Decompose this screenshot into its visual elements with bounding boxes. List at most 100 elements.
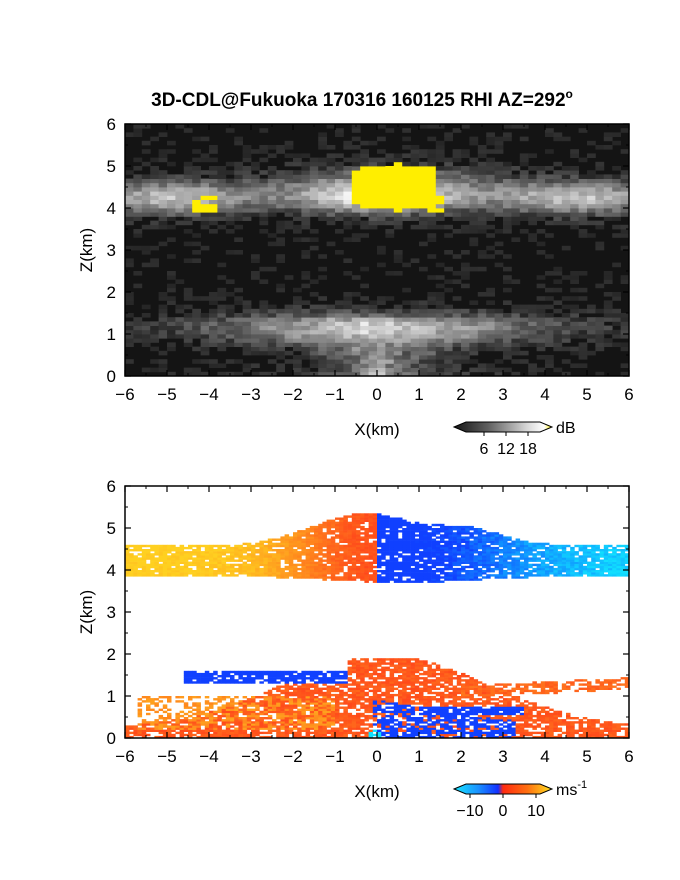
velocity-cell	[356, 672, 361, 676]
velocity-cell	[372, 578, 378, 581]
reflectivity-cell	[519, 359, 529, 364]
velocity-cell	[192, 702, 197, 705]
reflectivity-cell	[175, 279, 185, 284]
velocity-cell	[406, 534, 411, 537]
reflectivity-cell	[200, 212, 210, 217]
reflectivity-cell	[536, 308, 546, 314]
reflectivity-cell	[570, 191, 579, 196]
velocity-cell	[381, 672, 386, 676]
velocity-cell	[251, 551, 256, 554]
reflectivity-cell	[335, 250, 344, 255]
reflectivity-cell	[419, 161, 428, 167]
velocity-cell	[213, 574, 218, 577]
velocity-cell	[196, 546, 201, 550]
velocity-cell	[305, 538, 311, 541]
reflectivity-cell	[343, 359, 353, 364]
reflectivity-cell	[419, 174, 428, 179]
velocity-cell	[251, 549, 256, 552]
reflectivity-cell	[326, 350, 336, 356]
reflectivity-cell	[183, 334, 193, 339]
reflectivity-cell	[545, 321, 554, 326]
velocity-cell	[339, 559, 344, 562]
reflectivity-cell	[469, 199, 479, 205]
reflectivity-cell	[519, 342, 529, 347]
reflectivity-cell	[326, 212, 336, 217]
velocity-cell	[280, 557, 285, 560]
velocity-cell	[137, 570, 143, 573]
reflectivity-cell	[158, 321, 168, 326]
reflectivity-cell	[158, 329, 168, 335]
velocity-cell	[339, 570, 344, 573]
velocity-cell	[372, 729, 378, 732]
velocity-cell	[158, 570, 164, 573]
velocity-cell	[305, 733, 311, 737]
reflectivity-cell	[284, 208, 294, 213]
velocity-cell	[364, 546, 369, 550]
reflectivity-cell	[141, 334, 151, 339]
reflectivity-cell	[209, 342, 218, 347]
reflectivity-cell	[477, 220, 487, 226]
reflectivity-cell	[318, 195, 327, 200]
reflectivity-cell	[183, 161, 193, 167]
velocity-cell	[175, 572, 180, 575]
reflectivity-cell	[553, 208, 563, 213]
velocity-cell	[368, 702, 374, 705]
velocity-cell	[309, 551, 315, 554]
reflectivity-cell	[385, 317, 395, 322]
reflectivity-cell	[528, 317, 537, 322]
velocity-cell	[314, 555, 319, 558]
velocity-cell	[179, 714, 185, 718]
velocity-cell	[318, 725, 323, 728]
velocity-cell	[393, 540, 399, 543]
velocity-cell	[343, 517, 348, 520]
velocity-cell	[284, 538, 290, 541]
reflectivity-cell	[276, 346, 285, 352]
reflectivity-cell	[326, 241, 336, 247]
velocity-cell	[406, 683, 411, 686]
reflectivity-cell	[553, 220, 563, 226]
reflectivity-cell	[528, 233, 537, 238]
velocity-cell	[141, 565, 147, 569]
reflectivity-cell	[267, 329, 277, 335]
reflectivity-cell	[251, 149, 260, 154]
velocity-cell	[162, 544, 168, 548]
velocity-cell	[246, 708, 252, 711]
velocity-cell	[309, 530, 315, 533]
reflectivity-cell	[620, 334, 630, 339]
reflectivity-cell	[217, 287, 227, 293]
reflectivity-cell	[133, 191, 143, 196]
velocity-cell	[276, 698, 281, 701]
reflectivity-cell	[301, 346, 311, 352]
reflectivity-cell	[276, 229, 285, 234]
velocity-cell	[326, 717, 332, 720]
velocity-cell	[335, 530, 340, 533]
velocity-cell	[301, 700, 306, 703]
velocity-cell	[347, 693, 353, 697]
velocity-cell	[167, 714, 172, 718]
reflectivity-cell	[410, 145, 420, 150]
velocity-cell	[272, 702, 277, 705]
reflectivity-cell	[553, 216, 563, 221]
velocity-cell	[377, 557, 382, 560]
velocity-cell	[225, 717, 231, 720]
reflectivity-cell	[293, 329, 302, 335]
velocity-cell	[330, 675, 336, 678]
velocity-cell	[351, 706, 357, 709]
velocity-cell	[335, 570, 340, 573]
reflectivity-cell	[595, 161, 605, 167]
reflectivity-cell	[494, 308, 504, 314]
velocity-cell	[209, 561, 214, 564]
velocity-cell	[288, 546, 294, 550]
velocity-cell	[364, 532, 369, 535]
velocity-cell	[305, 693, 311, 697]
velocity-cell	[209, 677, 214, 680]
velocity-cell	[217, 555, 222, 558]
reflectivity-cell	[158, 292, 168, 297]
reflectivity-cell	[259, 220, 269, 226]
reflectivity-cell	[141, 191, 151, 196]
velocity-cell	[385, 567, 390, 571]
velocity-cell	[162, 731, 168, 735]
reflectivity-cell	[570, 208, 579, 213]
velocity-cell	[263, 710, 269, 714]
velocity-cell	[318, 691, 323, 695]
